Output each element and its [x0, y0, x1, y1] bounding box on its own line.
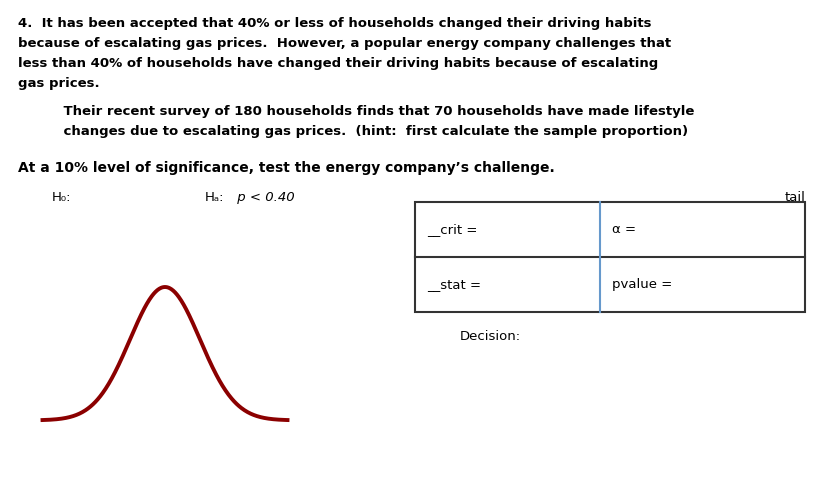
Text: Decision:: Decision:	[460, 330, 521, 343]
Text: p < 0.40: p < 0.40	[233, 191, 295, 204]
Text: tail: tail	[785, 191, 806, 204]
Text: __stat =: __stat =	[427, 278, 481, 291]
Text: changes due to escalating gas prices.  (hint:  first calculate the sample propor: changes due to escalating gas prices. (h…	[45, 125, 688, 138]
Text: because of escalating gas prices.  However, a popular energy company challenges : because of escalating gas prices. Howeve…	[18, 37, 671, 50]
Text: pvalue =: pvalue =	[612, 278, 672, 291]
Text: gas prices.: gas prices.	[18, 77, 100, 90]
Text: 4.  It has been accepted that 40% or less of households changed their driving ha: 4. It has been accepted that 40% or less…	[18, 17, 651, 30]
Text: __crit =: __crit =	[427, 223, 477, 236]
Text: less than 40% of households have changed their driving habits because of escalat: less than 40% of households have changed…	[18, 57, 658, 70]
Bar	[415, 202, 805, 312]
Text: α =: α =	[612, 223, 636, 236]
Text: H₀:: H₀:	[52, 191, 72, 204]
Text: At a 10% level of significance, test the energy company’s challenge.: At a 10% level of significance, test the…	[18, 161, 555, 175]
Text: Hₐ:: Hₐ:	[205, 191, 225, 204]
Text: Their recent survey of 180 households finds that 70 households have made lifesty: Their recent survey of 180 households fi…	[45, 105, 695, 118]
